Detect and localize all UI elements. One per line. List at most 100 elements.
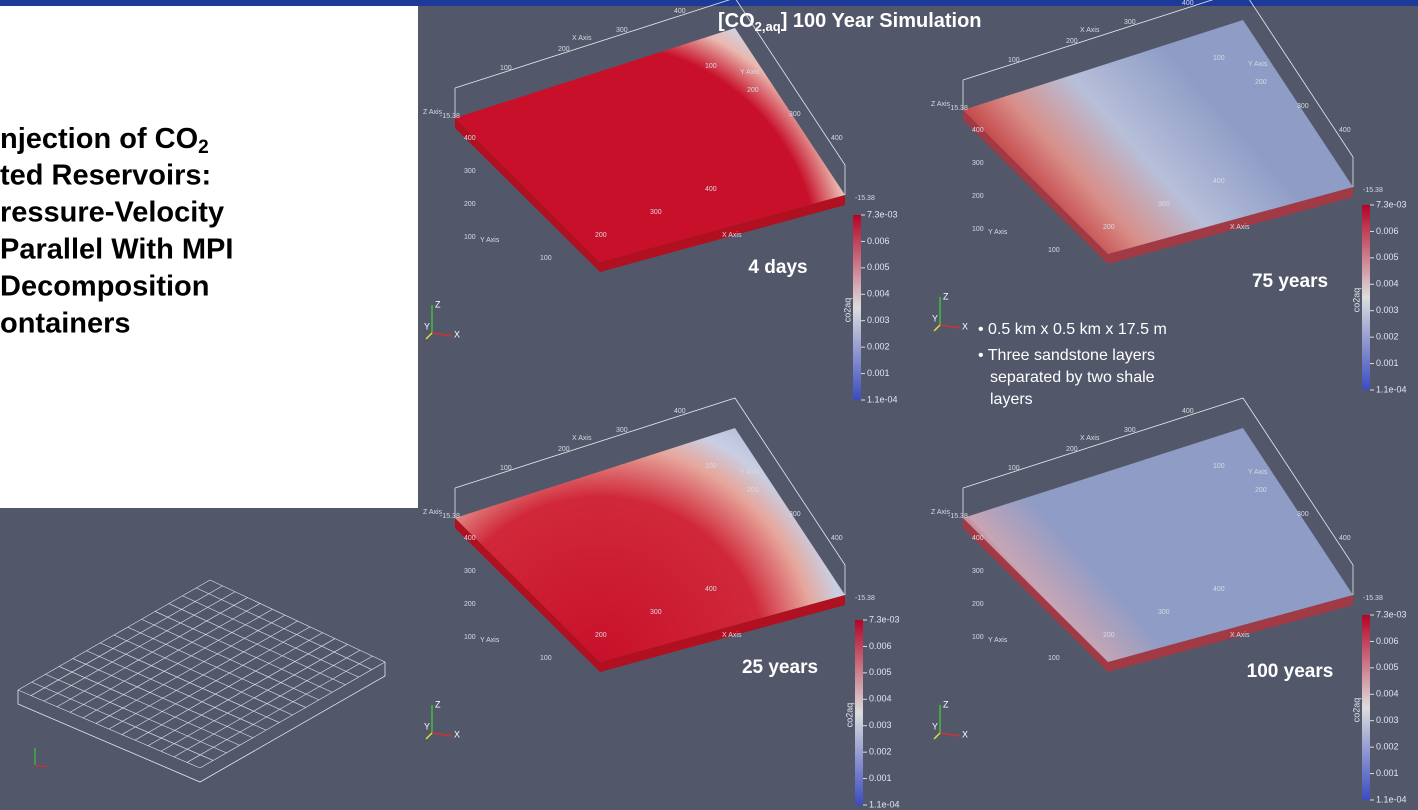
axis-tick-label: 200 bbox=[1066, 446, 1078, 453]
bullet-text: Three sandstone layers bbox=[988, 347, 1155, 364]
axis-tick-label: 400 bbox=[831, 535, 843, 542]
mesh-line bbox=[135, 633, 323, 740]
axis-tick-label: 400 bbox=[705, 186, 717, 193]
mesh-line bbox=[148, 639, 335, 746]
mesh-line bbox=[109, 621, 298, 729]
triad-label: Y bbox=[932, 721, 938, 731]
axis-label: X Axis bbox=[1230, 224, 1250, 231]
axis-label: X Axis bbox=[572, 435, 592, 442]
simulation-panel: X AxisX AxisY AxisY AxisZ Axis-15.38-15.… bbox=[423, 398, 900, 809]
axis-tick-label: 200 bbox=[464, 601, 476, 608]
triad-label: Y bbox=[424, 721, 430, 731]
triad-label: Z bbox=[435, 299, 441, 309]
axis-label: -15.38 bbox=[1363, 187, 1383, 194]
axis-tick-label: 200 bbox=[1103, 632, 1115, 639]
axis-tick-label: 100 bbox=[972, 226, 984, 233]
mesh-line bbox=[161, 644, 348, 751]
time-label: 4 days bbox=[748, 257, 807, 278]
axis-tick-label: 300 bbox=[464, 168, 476, 175]
axis-tick-label: 400 bbox=[464, 535, 476, 542]
triad-axis bbox=[934, 733, 940, 739]
slide: { "header": {"title": "[CO", "title_sub"… bbox=[0, 0, 1418, 810]
colorbar-tick-label: 1.1e-04 bbox=[1376, 794, 1407, 804]
colorbar-tick-label: 7.3e-03 bbox=[1376, 199, 1407, 209]
triad-axis bbox=[432, 733, 452, 736]
mesh-edge bbox=[18, 662, 385, 782]
axis-label: Y Axis bbox=[480, 637, 500, 644]
colorbar-tick-label: 0.005 bbox=[869, 667, 892, 677]
colorbar-tick-label: 0.003 bbox=[1376, 715, 1399, 725]
axis-tick-label: 100 bbox=[1048, 655, 1060, 662]
colorbar-tick-label: 0.006 bbox=[1376, 636, 1399, 646]
axis-tick-label: 300 bbox=[972, 160, 984, 167]
colorbar-tick-label: 0.001 bbox=[869, 773, 892, 783]
title-line: njection of CO2 bbox=[0, 123, 209, 158]
axis-label: X Axis bbox=[1080, 27, 1100, 34]
axis-label: Y Axis bbox=[988, 637, 1008, 644]
axis-tick-label: 200 bbox=[972, 601, 984, 608]
axis-tick-label: 300 bbox=[1297, 511, 1309, 518]
axis-tick-label: 400 bbox=[1339, 127, 1351, 134]
axis-tick-label: 200 bbox=[464, 201, 476, 208]
bullet-text: separated by two shale bbox=[990, 369, 1155, 386]
colorbar-title: co2aq bbox=[1351, 288, 1361, 313]
axis-tick-label: 400 bbox=[1339, 535, 1351, 542]
axis-tick-label: 200 bbox=[558, 46, 570, 53]
axis-label: Y Axis bbox=[988, 229, 1008, 236]
axis-tick-label: 200 bbox=[558, 446, 570, 453]
axis-tick-label: 100 bbox=[1008, 57, 1020, 64]
colorbar bbox=[853, 215, 861, 400]
triad-label: Z bbox=[943, 699, 949, 709]
axis-tick-label: 300 bbox=[1124, 427, 1136, 434]
axis-tick-label: 100 bbox=[540, 255, 552, 262]
title-line: ted Reservoirs: bbox=[0, 160, 211, 192]
triad-axis bbox=[934, 325, 940, 331]
mesh-line bbox=[210, 580, 385, 662]
axis-tick-label: 300 bbox=[650, 209, 662, 216]
colorbar-title: co2aq bbox=[844, 703, 854, 728]
axis-tick-label: 200 bbox=[1103, 224, 1115, 231]
axis-label: X Axis bbox=[1230, 632, 1250, 639]
slab-top bbox=[455, 28, 845, 262]
title-line: Parallel With MPI bbox=[0, 234, 233, 266]
axis-tick-label: 100 bbox=[1048, 247, 1060, 254]
colorbar-tick-label: 7.3e-03 bbox=[1376, 609, 1407, 619]
axis-tick-label: 400 bbox=[674, 408, 686, 415]
mesh-line bbox=[183, 596, 359, 677]
title-line: ressure-Velocity bbox=[0, 197, 224, 229]
axis-tick-label: 300 bbox=[1158, 201, 1170, 208]
axis-tick-label: 300 bbox=[616, 27, 628, 34]
triad-label: X bbox=[454, 729, 460, 739]
mesh-line bbox=[155, 611, 332, 692]
axis-tick-label: 100 bbox=[464, 234, 476, 241]
axis-label: X Axis bbox=[722, 232, 742, 239]
axis-tick-label: 200 bbox=[1255, 79, 1267, 86]
colorbar-tick-label: 1.1e-04 bbox=[869, 799, 900, 809]
axis-tick-label: 300 bbox=[789, 111, 801, 118]
triad-axis bbox=[940, 733, 960, 736]
colorbar-tick-label: 0.001 bbox=[1376, 768, 1399, 778]
axis-tick-label: 300 bbox=[1297, 103, 1309, 110]
colorbar bbox=[1362, 205, 1370, 390]
axis-tick-label: 200 bbox=[972, 193, 984, 200]
mesh-line bbox=[174, 650, 360, 757]
axis-tick-label: 200 bbox=[747, 487, 759, 494]
axis-tick-label: 100 bbox=[464, 634, 476, 641]
axis-tick-label: 200 bbox=[1255, 487, 1267, 494]
colorbar-tick-label: 0.005 bbox=[1376, 662, 1399, 672]
triad-label: Y bbox=[932, 313, 938, 323]
mesh-line bbox=[122, 627, 310, 735]
triad-label: X bbox=[962, 321, 968, 331]
axis-tick-label: 300 bbox=[650, 609, 662, 616]
axis-label: X Axis bbox=[722, 632, 742, 639]
colorbar-tick-label: 0.002 bbox=[867, 342, 890, 352]
axis-tick-label: 400 bbox=[1182, 0, 1194, 7]
time-label: 25 years bbox=[742, 657, 818, 678]
axis-tick-label: 100 bbox=[972, 634, 984, 641]
axis-label: -15.38 bbox=[948, 105, 968, 112]
axis-tick-label: 100 bbox=[540, 655, 552, 662]
colorbar-tick-label: 0.001 bbox=[867, 368, 890, 378]
